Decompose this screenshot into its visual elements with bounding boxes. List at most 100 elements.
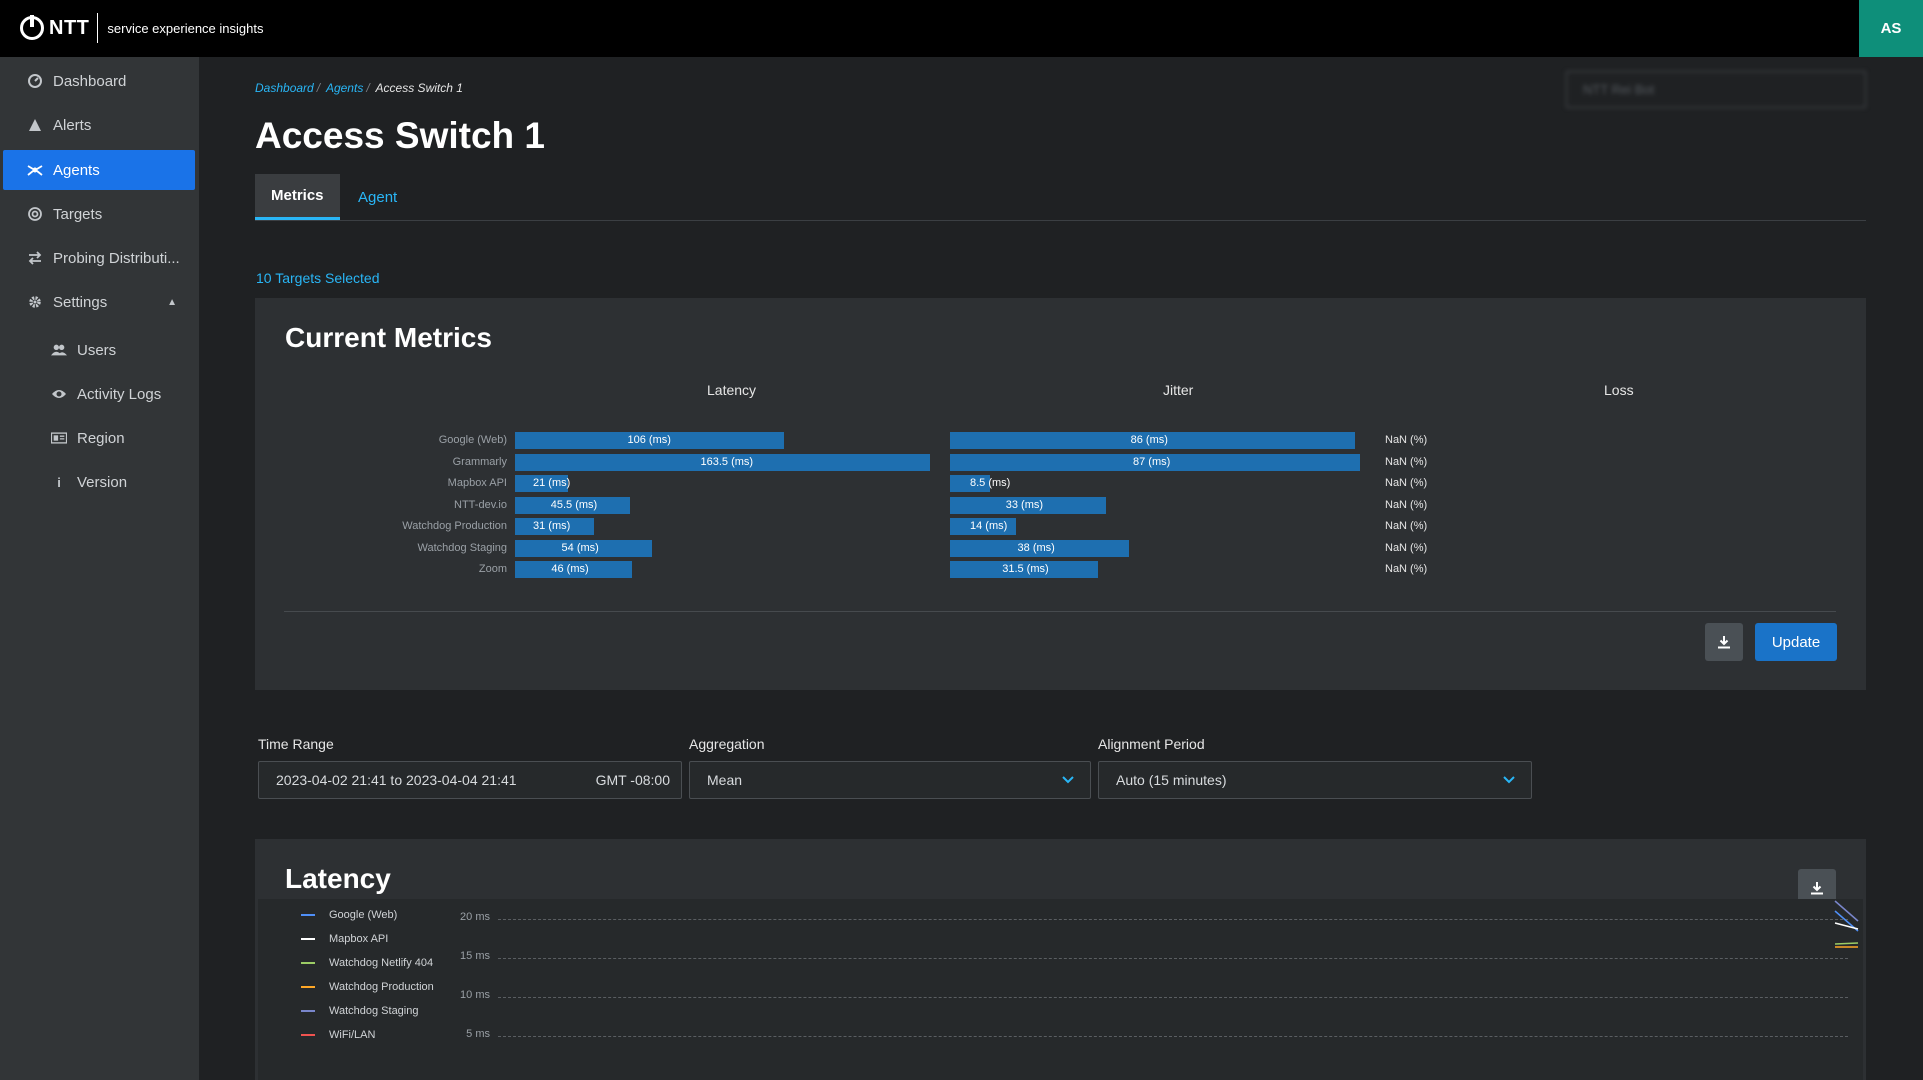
legend-label: Watchdog Production	[329, 981, 434, 993]
ntt-logo[interactable]: NTT service experience insights	[20, 13, 263, 43]
gear-icon	[27, 294, 43, 310]
latency-chart-title: Latency	[285, 863, 391, 894]
jitter-bar[interactable]	[950, 432, 1356, 449]
row-target-name: Google (Web)	[438, 434, 507, 446]
breadcrumb-dashboard[interactable]: Dashboard	[255, 81, 314, 95]
sidebar-item-settings[interactable]: Settings ▲	[3, 282, 195, 322]
download-button[interactable]	[1705, 623, 1743, 661]
legend-swatch	[301, 986, 315, 988]
targets-selected-link[interactable]: 10 Targets Selected	[256, 270, 380, 286]
alignment-period-select[interactable]: Auto (15 minutes)	[1098, 761, 1532, 799]
loss-value: NaN (%)	[1385, 477, 1428, 489]
sidebar-item-label: Version	[77, 473, 128, 491]
search-input[interactable]: NTT Rei Bot	[1566, 71, 1866, 108]
sidebar-item-users[interactable]: Users	[3, 330, 195, 370]
sidebar-item-region[interactable]: Region	[3, 418, 195, 458]
latency-bar[interactable]	[515, 496, 631, 514]
user-avatar[interactable]: AS	[1859, 0, 1923, 57]
legend-swatch	[301, 1010, 315, 1012]
users-icon	[51, 342, 67, 358]
latency-bar[interactable]	[515, 561, 632, 578]
alignment-period-value: Auto (15 minutes)	[1116, 772, 1227, 788]
sidebar-item-targets[interactable]: Targets	[3, 194, 195, 234]
latency-column-header: Latency	[707, 382, 757, 398]
sidebar-item-label: Agents	[53, 161, 100, 179]
legend-swatch	[301, 962, 315, 964]
gridline	[498, 997, 1848, 998]
latency-bar[interactable]	[515, 518, 594, 535]
y-tick-label: 15 ms	[460, 950, 490, 962]
sidebar-item-probing-distribution[interactable]: Probing Distributi...	[3, 238, 195, 278]
jitter-value: 14 (ms)	[970, 520, 1008, 532]
series-line	[1834, 900, 1859, 922]
update-button[interactable]: Update	[1755, 623, 1837, 661]
legend-item[interactable]: Watchdog Netlify 404	[301, 957, 433, 969]
dashboard-icon	[27, 73, 43, 89]
tab-agent[interactable]: Agent	[358, 188, 398, 206]
tab-bar: Metrics Agent	[255, 174, 1866, 221]
agents-icon	[27, 162, 43, 178]
legend-item[interactable]: WiFi/LAN	[301, 1029, 375, 1041]
jitter-bar[interactable]	[950, 561, 1099, 578]
ntt-logo-icon	[20, 15, 44, 40]
latency-bar[interactable]	[515, 539, 653, 557]
loss-value: NaN (%)	[1385, 434, 1428, 446]
breadcrumb-separator: /	[366, 81, 370, 95]
breadcrumb-agents[interactable]: Agents	[325, 81, 364, 95]
sidebar-item-label: Probing Distributi...	[53, 249, 180, 267]
sidebar-item-alerts[interactable]: Alerts	[3, 105, 195, 145]
legend-label: Mapbox API	[329, 933, 389, 945]
latency-chart-panel: Latency Google (Web) Mapbox API Watchdog N…	[255, 839, 1866, 1080]
sidebar-item-dashboard[interactable]: Dashboard	[3, 61, 195, 101]
y-tick-label: 20 ms	[460, 911, 490, 923]
id-card-icon	[51, 430, 67, 446]
chevron-down-icon	[1062, 773, 1074, 787]
series-lines	[1834, 900, 1859, 948]
tab-metrics[interactable]: Metrics	[255, 174, 340, 220]
sidebar-item-version[interactable]: i Version	[3, 462, 195, 502]
y-tick-label: 5 ms	[466, 1028, 490, 1040]
jitter-bar[interactable]	[950, 496, 1106, 514]
jitter-value: 33 (ms)	[1005, 498, 1044, 511]
jitter-value: 8.5 (ms)	[970, 477, 1011, 489]
breadcrumb: Dashboard / Agents / Access Switch 1	[255, 81, 463, 95]
sidebar-item-label: Region	[77, 429, 125, 447]
breadcrumb-separator: /	[316, 81, 321, 95]
jitter-bar[interactable]	[950, 475, 991, 492]
sidebar-item-agents[interactable]: Agents	[3, 150, 195, 190]
jitter-bar[interactable]	[950, 453, 1360, 471]
latency-bar[interactable]	[515, 453, 930, 471]
legend-item[interactable]: Mapbox API	[301, 933, 388, 945]
jitter-column-header: Jitter	[1163, 382, 1194, 398]
sidebar-item-label: Settings	[53, 293, 108, 311]
sidebar-item-label: Alerts	[53, 116, 92, 134]
legend-item[interactable]: Watchdog Production	[301, 981, 434, 993]
legend-label: Watchdog Netlify 404	[329, 957, 434, 969]
row-target-name: Watchdog Staging	[417, 541, 507, 554]
time-range-picker[interactable]: 2023-04-02 21:41 to 2023-04-04 21:41 GMT…	[258, 761, 682, 799]
legend-item[interactable]: Google (Web)	[301, 909, 397, 921]
legend-item[interactable]: Watchdog Staging	[301, 1005, 418, 1017]
series-line	[1834, 922, 1859, 930]
latency-bar[interactable]	[515, 475, 569, 492]
time-range-value: 2023-04-02 21:41 to 2023-04-04 21:41	[276, 772, 517, 788]
latency-bar[interactable]	[515, 432, 785, 449]
aggregation-select[interactable]: Mean	[689, 761, 1091, 799]
series-line	[1834, 942, 1859, 945]
jitter-value: 38 (ms)	[1017, 541, 1055, 554]
jitter-bar[interactable]	[950, 518, 1016, 535]
current-metrics-title: Current Metrics	[285, 322, 492, 353]
latency-value: 45.5 (ms)	[550, 498, 598, 511]
latency-chart[interactable]: Google (Web) Mapbox API Watchdog Netlify 4…	[258, 899, 1863, 1080]
gridline	[498, 958, 1848, 959]
sidebar: Dashboard Alerts Agents Targets Probing …	[0, 57, 199, 1080]
loss-value: NaN (%)	[1385, 563, 1428, 575]
sidebar-item-label: Dashboard	[53, 72, 127, 90]
jitter-bar[interactable]	[950, 539, 1130, 557]
legend-swatch	[301, 914, 315, 916]
sidebar-item-activity-logs[interactable]: Activity Logs	[3, 374, 195, 414]
legend-swatch	[301, 1034, 315, 1036]
sidebar-item-label: Targets	[53, 205, 103, 223]
loss-value: NaN (%)	[1385, 455, 1428, 468]
jitter-value: 87 (ms)	[1133, 455, 1171, 468]
